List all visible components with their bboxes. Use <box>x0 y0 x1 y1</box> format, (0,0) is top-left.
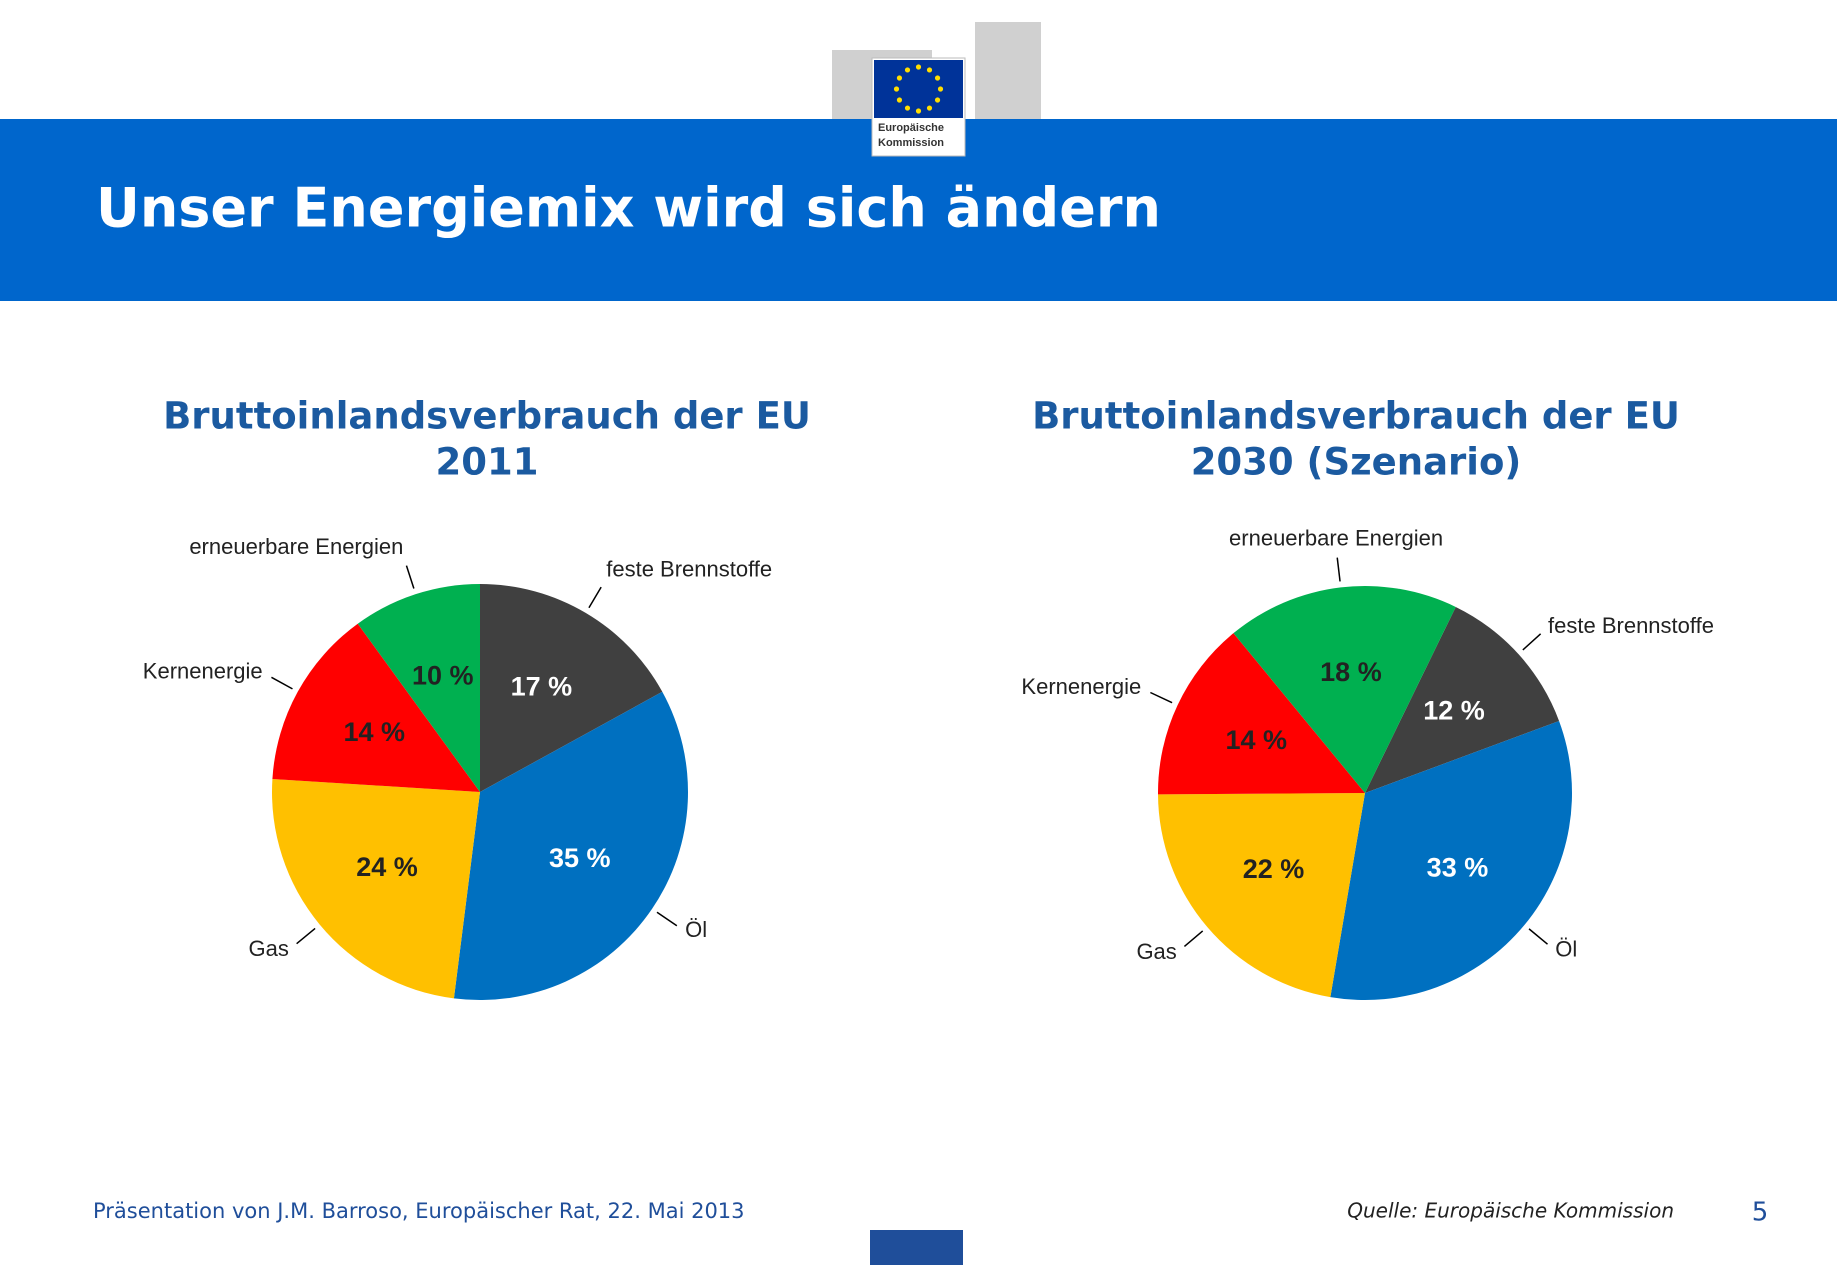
logo-star <box>904 67 911 73</box>
logo-star <box>915 64 922 70</box>
category-label: Kernenergie <box>1021 674 1141 699</box>
logo-star <box>896 75 903 81</box>
pie-slice <box>1365 606 1560 793</box>
pie-slice <box>1158 793 1365 998</box>
logo-star <box>926 105 933 111</box>
value-label: 17 % <box>511 671 573 701</box>
value-label: 14 % <box>344 717 406 747</box>
logo-text: Europäische <box>878 122 944 134</box>
chart-title: Bruttoinlandsverbrauch der EU <box>1032 395 1680 438</box>
logo-star <box>893 86 900 92</box>
leader-line <box>1336 557 1341 582</box>
pie-slice <box>357 584 480 792</box>
leader-line <box>1522 633 1542 651</box>
chart-title: 2030 (Szenario) <box>1191 441 1522 484</box>
pie-slice <box>271 778 480 999</box>
leader-line <box>405 565 415 589</box>
pie-slice <box>272 623 480 792</box>
slide-title: Unser Energiemix wird sich ändern <box>96 177 1161 240</box>
pie-slice <box>1158 633 1365 795</box>
logo-star <box>937 86 944 92</box>
logo-text: Kommission <box>878 137 944 149</box>
category-label: Öl <box>1555 936 1577 961</box>
footer-bar <box>870 1230 963 1265</box>
leader-line <box>656 911 678 927</box>
pie-slice <box>1233 586 1456 793</box>
value-label: 12 % <box>1423 696 1485 726</box>
value-label: 10 % <box>412 660 474 690</box>
value-label: 24 % <box>356 852 418 882</box>
pie-slice <box>1330 720 1572 1000</box>
leader-line <box>1150 691 1173 704</box>
value-label: 22 % <box>1243 854 1305 884</box>
category-label: Öl <box>685 917 707 942</box>
pie-slice <box>453 691 688 1000</box>
logo-star <box>926 67 933 73</box>
logo-wing <box>975 22 1041 120</box>
page-number: 5 <box>1752 1198 1769 1228</box>
logo-star <box>915 108 922 114</box>
category-label: erneuerbare Energien <box>189 534 403 559</box>
category-label: Kernenergie <box>143 658 263 683</box>
source: Quelle: Europäische Kommission <box>1347 1199 1674 1223</box>
category-label: erneuerbare Energien <box>1229 526 1443 551</box>
value-label: 18 % <box>1320 657 1382 687</box>
logo-star <box>934 75 941 81</box>
logo-star <box>896 97 903 103</box>
pie-slice <box>480 584 663 792</box>
category-label: feste Brennstoffe <box>1548 613 1714 638</box>
leader-line <box>1183 930 1204 948</box>
leader-line <box>296 927 316 945</box>
leader-line <box>588 586 602 609</box>
value-label: 33 % <box>1427 853 1489 883</box>
logo-star <box>934 97 941 103</box>
logo-stars <box>893 64 944 114</box>
category-label: feste Brennstoffe <box>606 556 772 581</box>
footer-text: Präsentation von J.M. Barroso, Europäisc… <box>93 1199 745 1223</box>
logo-star <box>904 105 911 111</box>
value-label: 14 % <box>1225 725 1287 755</box>
logo-flag <box>874 60 963 118</box>
chart-title: 2011 <box>436 441 539 484</box>
category-label: Gas <box>1136 939 1176 964</box>
leader-line <box>1528 928 1548 945</box>
category-label: Gas <box>249 936 289 961</box>
leader-line <box>271 676 293 690</box>
chart-title: Bruttoinlandsverbrauch der EU <box>163 395 811 438</box>
value-label: 35 % <box>549 843 611 873</box>
